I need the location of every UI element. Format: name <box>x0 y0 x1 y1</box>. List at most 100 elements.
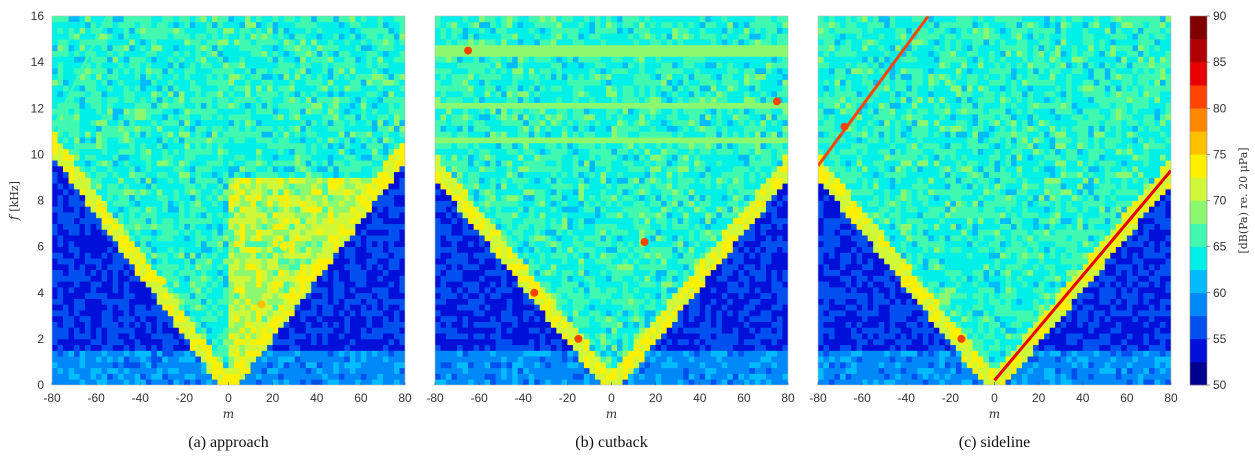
heatmap-cell <box>239 194 246 201</box>
heatmap-cell <box>74 344 80 351</box>
heatmap-cell <box>151 33 158 40</box>
heatmap-cell <box>338 263 345 271</box>
heatmap-cell <box>316 27 323 34</box>
heatmap-cell <box>90 21 97 28</box>
heatmap-cell <box>245 229 251 236</box>
heatmap-cell <box>377 367 384 374</box>
heatmap-cell <box>322 344 329 351</box>
heatmap-cell <box>134 333 141 340</box>
heatmap-cell <box>200 16 207 23</box>
heatmap-cell <box>327 27 334 34</box>
heatmap-cell <box>68 160 75 167</box>
heatmap-cell <box>200 361 207 369</box>
heatmap-cell <box>278 21 285 28</box>
heatmap-cell <box>123 373 130 380</box>
heatmap-cell <box>217 229 224 236</box>
heatmap-cell <box>495 246 502 253</box>
heatmap-cell <box>267 39 274 46</box>
heatmap-cell <box>382 21 389 28</box>
heatmap-cell <box>377 217 384 224</box>
heatmap-cell <box>327 119 334 126</box>
heatmap-cell <box>349 160 356 167</box>
heatmap-cell <box>129 73 136 80</box>
heatmap-cell <box>490 125 497 132</box>
heatmap-cell <box>167 206 174 213</box>
x-tick-label: 0 <box>225 391 232 405</box>
heatmap-cell <box>289 56 296 63</box>
heatmap-cell <box>377 16 384 23</box>
heatmap-cell <box>327 67 334 75</box>
heatmap-cell <box>479 194 486 201</box>
heatmap-cell <box>151 327 158 334</box>
heatmap-cell <box>490 44 497 51</box>
heatmap-cell <box>200 217 207 224</box>
heatmap-cell <box>256 373 262 380</box>
heatmap-cell <box>322 125 329 132</box>
heatmap-cell <box>162 137 169 144</box>
x-tick-label: -80 <box>43 391 61 405</box>
heatmap-cell <box>377 200 384 207</box>
heatmap-cell <box>140 21 147 28</box>
heatmap-cell <box>316 62 323 69</box>
heatmap-cell <box>134 119 141 126</box>
heatmap-cell <box>272 206 279 213</box>
heatmap-cell <box>178 50 185 57</box>
heatmap-cell <box>85 367 92 374</box>
heatmap-cell <box>388 62 395 69</box>
heatmap-cell <box>211 350 218 357</box>
heatmap-cell <box>278 188 285 196</box>
heatmap-cell <box>300 223 307 230</box>
heatmap-cell <box>206 27 213 34</box>
heatmap-cell <box>167 350 174 357</box>
heatmap-cell <box>250 240 257 248</box>
heatmap-cell <box>322 114 329 121</box>
heatmap-cell <box>446 298 452 305</box>
heatmap-cell <box>189 212 196 219</box>
heatmap-cell <box>316 246 323 253</box>
heatmap-cell <box>349 21 356 28</box>
heatmap-cell <box>96 194 103 201</box>
heatmap-cell <box>211 96 218 103</box>
heatmap-cell <box>178 286 185 294</box>
heatmap-cell <box>74 137 80 144</box>
heatmap-cell <box>107 194 114 201</box>
heatmap-cell <box>151 206 158 213</box>
heatmap-cell <box>399 154 405 161</box>
heatmap-cell <box>446 379 452 385</box>
heatmap-cell <box>294 56 301 63</box>
heatmap-cell <box>371 27 378 34</box>
heatmap-cell <box>294 281 301 288</box>
heatmap-cell <box>322 315 329 322</box>
heatmap-cell <box>167 373 174 380</box>
heatmap-cell <box>151 212 158 219</box>
heatmap-cell <box>473 310 480 317</box>
heatmap-cell <box>272 125 279 132</box>
heatmap-cell <box>63 27 69 34</box>
heatmap-cell <box>484 62 491 69</box>
heatmap-cell <box>245 240 251 248</box>
heatmap-cell <box>451 356 458 363</box>
heatmap-cell <box>490 315 497 322</box>
heatmap-cell <box>371 142 378 150</box>
heatmap-cell <box>382 108 389 115</box>
heatmap-cell <box>338 96 345 103</box>
heatmap-cell <box>338 246 345 253</box>
heatmap-cell <box>501 269 508 276</box>
heatmap-cell <box>360 361 367 369</box>
heatmap-cell <box>222 350 229 357</box>
heatmap-cell <box>140 119 147 126</box>
heatmap-cell <box>123 108 130 115</box>
heatmap-cell <box>327 379 334 385</box>
heatmap-cell <box>393 114 400 121</box>
heatmap-cell <box>68 373 75 380</box>
heatmap-cell <box>63 148 69 155</box>
heatmap-cell <box>101 344 108 351</box>
heatmap-cell <box>473 367 480 374</box>
heatmap-cell <box>311 356 318 363</box>
heatmap-cell <box>305 310 312 317</box>
heatmap-cell <box>344 85 351 92</box>
heatmap-cell <box>435 79 441 86</box>
heatmap-cell <box>305 90 312 98</box>
heatmap-cell <box>294 160 301 167</box>
heatmap-cell <box>333 44 340 51</box>
